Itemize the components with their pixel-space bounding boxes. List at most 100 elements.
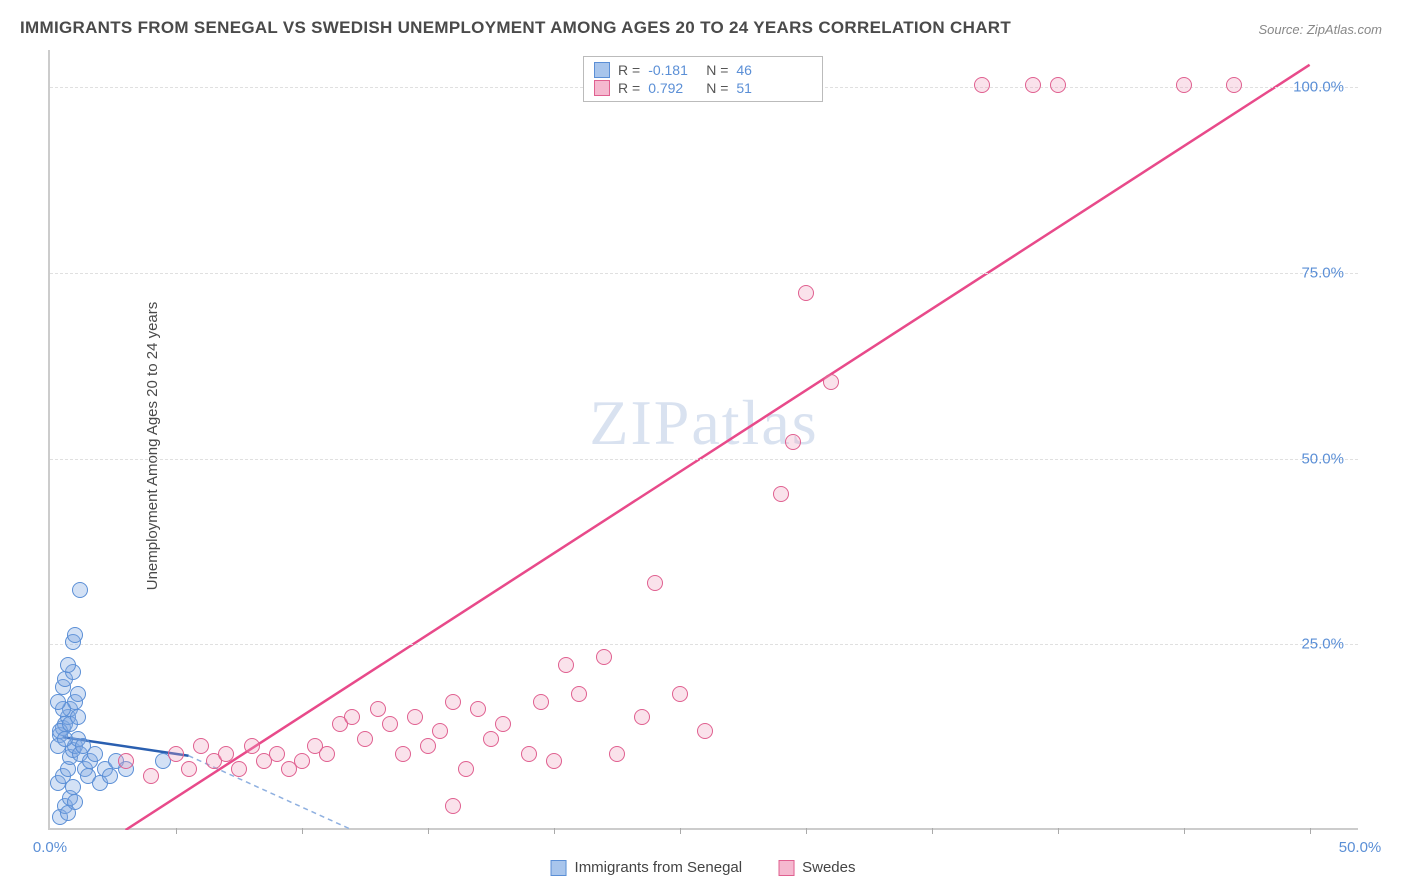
- data-point: [1176, 77, 1192, 93]
- data-point: [773, 486, 789, 502]
- data-point: [533, 694, 549, 710]
- data-point: [269, 746, 285, 762]
- data-point: [823, 374, 839, 390]
- data-point: [50, 694, 66, 710]
- legend-label: Immigrants from Senegal: [575, 859, 743, 876]
- x-tick: [176, 828, 177, 834]
- data-point: [634, 709, 650, 725]
- data-point: [72, 582, 88, 598]
- watermark: ZIPatlas: [589, 386, 818, 460]
- data-point: [546, 753, 562, 769]
- data-point: [798, 285, 814, 301]
- x-min-label: 0.0%: [33, 839, 67, 856]
- data-point: [432, 723, 448, 739]
- grid-line-h: [50, 459, 1358, 460]
- data-point: [118, 753, 134, 769]
- data-point: [344, 709, 360, 725]
- data-point: [70, 709, 86, 725]
- stat-r-label: R =: [618, 80, 640, 96]
- y-tick-label: 25.0%: [1301, 636, 1344, 653]
- legend-swatch: [594, 80, 610, 96]
- legend-swatch: [778, 860, 794, 876]
- data-point: [407, 709, 423, 725]
- data-point: [67, 794, 83, 810]
- grid-line-h: [50, 273, 1358, 274]
- data-point: [1025, 77, 1041, 93]
- legend-label: Swedes: [802, 859, 855, 876]
- data-point: [395, 746, 411, 762]
- stats-legend: R = -0.181 N = 46 R = 0.792 N = 51: [583, 56, 823, 102]
- data-point: [193, 738, 209, 754]
- x-tick: [428, 828, 429, 834]
- data-point: [294, 753, 310, 769]
- data-point: [697, 723, 713, 739]
- y-tick-label: 75.0%: [1301, 264, 1344, 281]
- data-point: [458, 761, 474, 777]
- data-point: [596, 649, 612, 665]
- stats-legend-row: R = -0.181 N = 46: [594, 61, 812, 79]
- plot-area: ZIPatlas 25.0%50.0%75.0%100.0%0.0%50.0%: [48, 50, 1358, 830]
- stats-legend-row: R = 0.792 N = 51: [594, 79, 812, 97]
- x-tick: [932, 828, 933, 834]
- data-point: [67, 627, 83, 643]
- stat-n-label: N =: [706, 62, 728, 78]
- trend-line: [126, 65, 1310, 830]
- x-max-label: 50.0%: [1339, 839, 1382, 856]
- data-point: [370, 701, 386, 717]
- data-point: [521, 746, 537, 762]
- data-point: [647, 575, 663, 591]
- data-point: [70, 686, 86, 702]
- chart-svg: [50, 50, 1360, 830]
- data-point: [357, 731, 373, 747]
- x-tick: [680, 828, 681, 834]
- x-tick: [302, 828, 303, 834]
- data-point: [483, 731, 499, 747]
- data-point: [244, 738, 260, 754]
- source-attribution: Source: ZipAtlas.com: [1258, 22, 1382, 37]
- data-point: [974, 77, 990, 93]
- data-point: [218, 746, 234, 762]
- data-point: [60, 657, 76, 673]
- data-point: [420, 738, 436, 754]
- legend-item: Swedes: [778, 859, 855, 876]
- data-point: [102, 768, 118, 784]
- x-tick: [1310, 828, 1311, 834]
- stat-n-value: 51: [736, 80, 786, 96]
- data-point: [1050, 77, 1066, 93]
- data-point: [495, 716, 511, 732]
- data-point: [445, 798, 461, 814]
- data-point: [571, 686, 587, 702]
- data-point: [143, 768, 159, 784]
- data-point: [785, 434, 801, 450]
- stat-r-value: 0.792: [648, 80, 698, 96]
- data-point: [609, 746, 625, 762]
- series-legend: Immigrants from Senegal Swedes: [551, 859, 856, 876]
- data-point: [672, 686, 688, 702]
- stat-r-value: -0.181: [648, 62, 698, 78]
- x-tick: [554, 828, 555, 834]
- data-point: [470, 701, 486, 717]
- legend-swatch: [594, 62, 610, 78]
- grid-line-h: [50, 644, 1358, 645]
- x-tick: [1184, 828, 1185, 834]
- stat-n-value: 46: [736, 62, 786, 78]
- x-tick: [1058, 828, 1059, 834]
- data-point: [558, 657, 574, 673]
- legend-item: Immigrants from Senegal: [551, 859, 743, 876]
- stat-n-label: N =: [706, 80, 728, 96]
- x-tick: [806, 828, 807, 834]
- data-point: [382, 716, 398, 732]
- data-point: [168, 746, 184, 762]
- legend-swatch: [551, 860, 567, 876]
- data-point: [181, 761, 197, 777]
- data-point: [1226, 77, 1242, 93]
- chart-title: IMMIGRANTS FROM SENEGAL VS SWEDISH UNEMP…: [20, 18, 1011, 38]
- y-tick-label: 100.0%: [1293, 79, 1344, 96]
- data-point: [319, 746, 335, 762]
- data-point: [87, 746, 103, 762]
- data-point: [57, 731, 73, 747]
- data-point: [445, 694, 461, 710]
- stat-r-label: R =: [618, 62, 640, 78]
- data-point: [231, 761, 247, 777]
- y-tick-label: 50.0%: [1301, 450, 1344, 467]
